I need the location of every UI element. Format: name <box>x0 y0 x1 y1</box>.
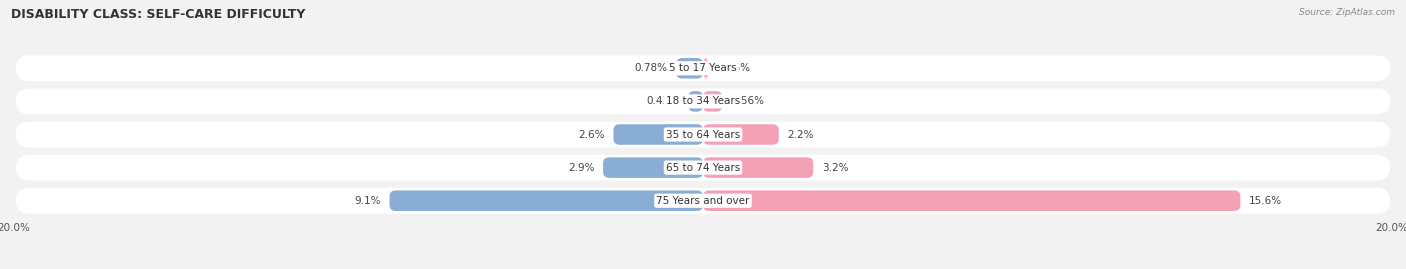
FancyBboxPatch shape <box>703 157 813 178</box>
FancyBboxPatch shape <box>703 91 723 112</box>
Text: 15.6%: 15.6% <box>1249 196 1282 206</box>
FancyBboxPatch shape <box>613 124 703 145</box>
Text: 5 to 17 Years: 5 to 17 Years <box>669 63 737 73</box>
FancyBboxPatch shape <box>15 188 1391 214</box>
FancyBboxPatch shape <box>688 91 703 112</box>
FancyBboxPatch shape <box>603 157 703 178</box>
Text: 75 Years and over: 75 Years and over <box>657 196 749 206</box>
FancyBboxPatch shape <box>15 122 1391 147</box>
Text: 2.2%: 2.2% <box>787 129 814 140</box>
FancyBboxPatch shape <box>703 58 709 79</box>
Text: DISABILITY CLASS: SELF-CARE DIFFICULTY: DISABILITY CLASS: SELF-CARE DIFFICULTY <box>11 8 305 21</box>
Text: 0.16%: 0.16% <box>717 63 751 73</box>
Text: 35 to 64 Years: 35 to 64 Years <box>666 129 740 140</box>
Text: 0.43%: 0.43% <box>647 96 679 107</box>
Text: 3.2%: 3.2% <box>823 162 848 173</box>
Text: 9.1%: 9.1% <box>354 196 381 206</box>
Text: 0.78%: 0.78% <box>634 63 668 73</box>
FancyBboxPatch shape <box>15 55 1391 81</box>
FancyBboxPatch shape <box>15 89 1391 114</box>
FancyBboxPatch shape <box>676 58 703 79</box>
Text: 2.6%: 2.6% <box>578 129 605 140</box>
FancyBboxPatch shape <box>703 190 1240 211</box>
Text: 2.9%: 2.9% <box>568 162 595 173</box>
Text: 0.56%: 0.56% <box>731 96 763 107</box>
FancyBboxPatch shape <box>703 124 779 145</box>
FancyBboxPatch shape <box>389 190 703 211</box>
Text: 65 to 74 Years: 65 to 74 Years <box>666 162 740 173</box>
Text: 18 to 34 Years: 18 to 34 Years <box>666 96 740 107</box>
FancyBboxPatch shape <box>15 155 1391 180</box>
Text: Source: ZipAtlas.com: Source: ZipAtlas.com <box>1299 8 1395 17</box>
